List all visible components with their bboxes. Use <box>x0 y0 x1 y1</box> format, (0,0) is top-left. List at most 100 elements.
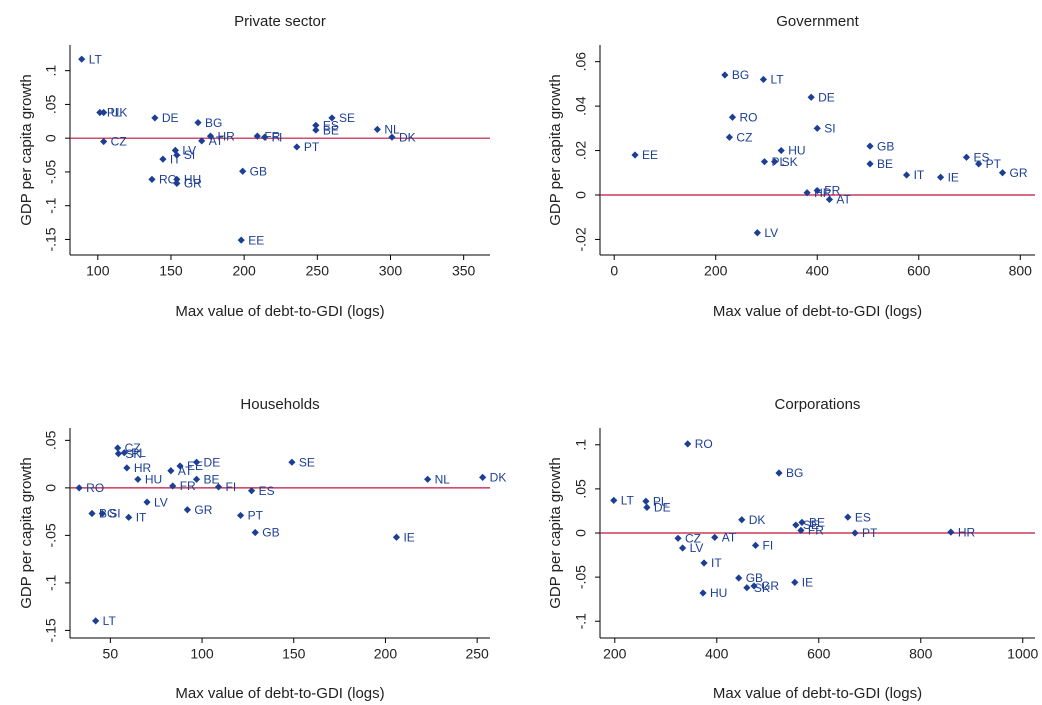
point-label: BG <box>786 466 803 480</box>
point-label: FR <box>264 129 280 143</box>
point <box>312 126 320 134</box>
point <box>643 503 651 512</box>
point <box>173 175 181 183</box>
y-tick-label: -.15 <box>43 227 59 251</box>
point-label: RO <box>86 481 104 495</box>
y-tick-label: .05 <box>43 94 59 114</box>
point <box>674 534 682 542</box>
y-tick-label: 0 <box>43 484 59 492</box>
x-tick-label: 600 <box>907 263 931 279</box>
x-tick-label: 300 <box>379 263 403 279</box>
point-label: IT <box>136 510 147 524</box>
point <box>100 137 108 146</box>
point-label: EE <box>187 459 203 473</box>
point <box>78 55 86 63</box>
point <box>807 93 815 101</box>
point <box>797 526 805 534</box>
point <box>725 133 734 141</box>
point <box>194 119 202 127</box>
point-label: EE <box>248 233 264 247</box>
point-label: FI <box>763 539 774 553</box>
point <box>123 464 131 472</box>
point <box>198 137 206 145</box>
x-axis-label: Max value of debt-to-GDI (logs) <box>175 303 384 320</box>
point <box>866 160 874 168</box>
point-label: ES <box>323 119 339 133</box>
y-tick-label: 0 <box>573 191 589 199</box>
point <box>312 121 320 129</box>
point-label: PL <box>131 446 146 460</box>
point <box>902 171 911 179</box>
point <box>75 484 83 492</box>
x-tick-label: 100 <box>190 646 214 662</box>
point <box>114 450 123 458</box>
point <box>173 179 181 188</box>
point <box>288 458 296 466</box>
x-tick-label: 250 <box>306 263 330 279</box>
x-tick-label: 100 <box>86 263 110 279</box>
point <box>735 574 743 582</box>
point-label: IE <box>802 576 813 590</box>
point-label: PT <box>986 157 1002 171</box>
point-label: FR <box>180 479 196 493</box>
point <box>721 71 729 79</box>
point <box>711 533 719 542</box>
point-label: HR <box>958 525 976 539</box>
point <box>759 75 768 84</box>
point-label: DK <box>490 471 507 485</box>
point <box>631 151 639 159</box>
point-label: HU <box>184 173 201 187</box>
point <box>851 529 859 537</box>
point-label: DE <box>818 90 835 104</box>
x-tick-label: 800 <box>1009 263 1033 279</box>
point <box>998 169 1007 177</box>
point <box>328 114 336 122</box>
point-label: LT <box>621 494 635 508</box>
point-label: BG <box>732 68 749 82</box>
x-tick-label: 350 <box>452 263 476 279</box>
y-axis-label: GDP per capita growth <box>18 457 35 608</box>
point <box>125 513 133 521</box>
point <box>169 482 177 490</box>
point-label: ES <box>855 510 871 524</box>
point-label: AT <box>836 193 851 207</box>
point <box>214 483 223 491</box>
panel-title: Private sector <box>234 13 326 30</box>
point <box>750 582 758 590</box>
point <box>114 444 122 452</box>
y-axis-label: GDP per capita growth <box>18 74 35 225</box>
point-label: DE <box>204 455 221 469</box>
point <box>825 195 834 204</box>
point-label: UK <box>111 106 128 120</box>
point-label: FI <box>272 130 283 144</box>
point-label: IE <box>403 530 414 544</box>
x-axis-label: Max value of debt-to-GDI (logs) <box>713 303 922 320</box>
point-label: BE <box>204 472 220 486</box>
point-label: IE <box>948 170 959 184</box>
point <box>699 589 707 597</box>
point-label: DK <box>749 513 766 527</box>
panel-title: Government <box>776 13 859 30</box>
point <box>159 155 167 163</box>
point <box>293 143 301 151</box>
point-label: DK <box>399 130 416 144</box>
point <box>792 521 800 529</box>
point-label: LV <box>154 495 168 509</box>
point <box>975 160 983 168</box>
point-label: NL <box>435 472 451 486</box>
x-tick-label: 200 <box>374 646 398 662</box>
point-label: SI <box>109 507 120 521</box>
point <box>148 175 156 183</box>
point <box>813 124 821 132</box>
point <box>237 236 245 244</box>
point <box>751 541 760 549</box>
y-tick-label: -.05 <box>43 523 59 547</box>
point <box>936 173 945 181</box>
y-tick-label: -.02 <box>573 227 589 251</box>
point <box>679 544 687 552</box>
point-label: RO <box>159 173 177 187</box>
y-tick-label: -.05 <box>573 565 589 589</box>
point-label: GB <box>262 526 279 540</box>
x-tick-label: 250 <box>465 646 489 662</box>
point-label: HU <box>788 144 805 158</box>
